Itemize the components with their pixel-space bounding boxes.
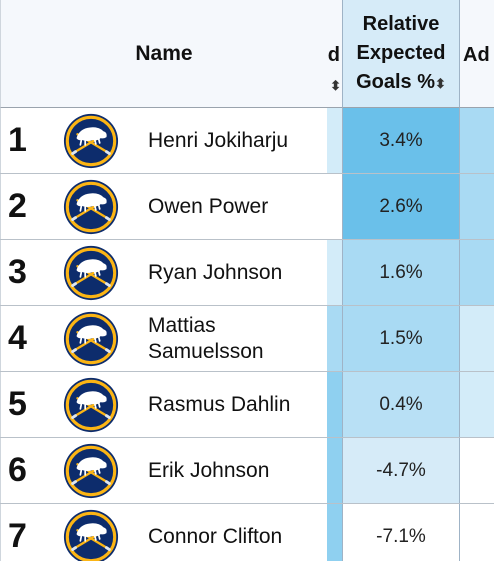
team-logo-icon (63, 311, 119, 366)
sort-icon[interactable]: ⬍ (435, 76, 446, 91)
clipped-stat-cell-right (460, 438, 494, 503)
clipped-header-label-right: Ad (463, 44, 490, 66)
rank-number: 6 (8, 451, 27, 489)
relative-expected-goals-value: 0.4% (342, 372, 460, 437)
relative-expected-goals-value: -4.7% (342, 438, 460, 503)
column-header-relative-expected-goals[interactable]: Relative Expected Goals %⬍ (342, 0, 460, 108)
player-name[interactable]: Henri Jokiharju (148, 128, 289, 152)
clipped-stat-cell (327, 504, 342, 561)
clipped-stat-cell (327, 108, 342, 173)
clipped-stat-cell-right (460, 240, 494, 305)
buffalo-sabres-logo-icon (62, 240, 122, 305)
table-row[interactable]: 5 Rasmus Dahlin 0.4% (0, 372, 494, 438)
rank-number: 2 (8, 187, 27, 225)
clipped-stat-cell (327, 372, 342, 437)
clipped-stat-cell (327, 306, 342, 371)
buffalo-sabres-logo-icon (62, 504, 122, 561)
clipped-stat-cell-right (460, 372, 494, 437)
player-name[interactable]: Connor Clifton (148, 524, 283, 548)
clipped-stat-cell-right (460, 108, 494, 173)
relative-expected-goals-value: -7.1% (342, 504, 460, 561)
relative-expected-goals-value: 1.5% (342, 306, 460, 371)
player-name[interactable]: Erik Johnson (148, 458, 270, 482)
column-header-clipped-right[interactable]: Ad (460, 0, 494, 108)
buffalo-sabres-logo-icon (62, 438, 122, 503)
rank-number: 7 (8, 517, 27, 555)
team-logo-icon (63, 443, 119, 498)
buffalo-sabres-logo-icon (62, 372, 122, 437)
rank-number: 1 (8, 121, 27, 159)
buffalo-sabres-logo-icon (62, 306, 122, 371)
column-header-name-label: Name (135, 41, 193, 65)
metric-header-line-1: Relative (362, 13, 440, 35)
team-logo-icon (63, 179, 119, 234)
table-left-border (0, 0, 1, 561)
player-name[interactable]: Ryan Johnson (148, 260, 283, 284)
team-logo-icon (63, 245, 119, 300)
relative-expected-goals-value: 1.6% (342, 240, 460, 305)
clipped-stat-cell (327, 240, 342, 305)
rank-number: 4 (8, 319, 27, 357)
metric-header-line-2: Expected (356, 42, 446, 64)
team-logo-icon (63, 509, 119, 561)
buffalo-sabres-logo-icon (62, 174, 122, 239)
column-header-clipped-left[interactable]: d ⬍ (327, 0, 342, 108)
player-name[interactable]: Mattias Samuelsson (148, 313, 264, 363)
clipped-header-label: d (327, 44, 340, 66)
table-row[interactable]: 3 Ryan Johnson 1.6% (0, 240, 494, 306)
sort-icon[interactable]: ⬍ (330, 78, 341, 93)
metric-header-line-3: Goals % (356, 71, 435, 93)
table-row[interactable]: 7 Connor Clifton -7.1% (0, 504, 494, 561)
relative-expected-goals-value: 3.4% (342, 108, 460, 173)
clipped-stat-cell (327, 174, 342, 239)
table-row[interactable]: 6 Erik Johnson -4.7% (0, 438, 494, 504)
player-name[interactable]: Rasmus Dahlin (148, 392, 291, 416)
team-logo-icon (63, 113, 119, 168)
table-row[interactable]: 4 Mattias Samuelsson 1.5% (0, 306, 494, 372)
relative-expected-goals-value: 2.6% (342, 174, 460, 239)
clipped-stat-cell-right (460, 174, 494, 239)
buffalo-sabres-logo-icon (62, 108, 122, 173)
table-row[interactable]: 1 Henri Jokiharju 3.4% (0, 108, 494, 174)
clipped-stat-cell-right (460, 504, 494, 561)
table-row[interactable]: 2 Owen Power 2.6% (0, 174, 494, 240)
team-logo-icon (63, 377, 119, 432)
player-name[interactable]: Owen Power (148, 194, 269, 218)
rank-number: 5 (8, 385, 27, 423)
rank-number: 3 (8, 253, 27, 291)
clipped-stat-cell-right (460, 306, 494, 371)
column-header-name[interactable]: Name (0, 0, 327, 108)
clipped-stat-cell (327, 438, 342, 503)
